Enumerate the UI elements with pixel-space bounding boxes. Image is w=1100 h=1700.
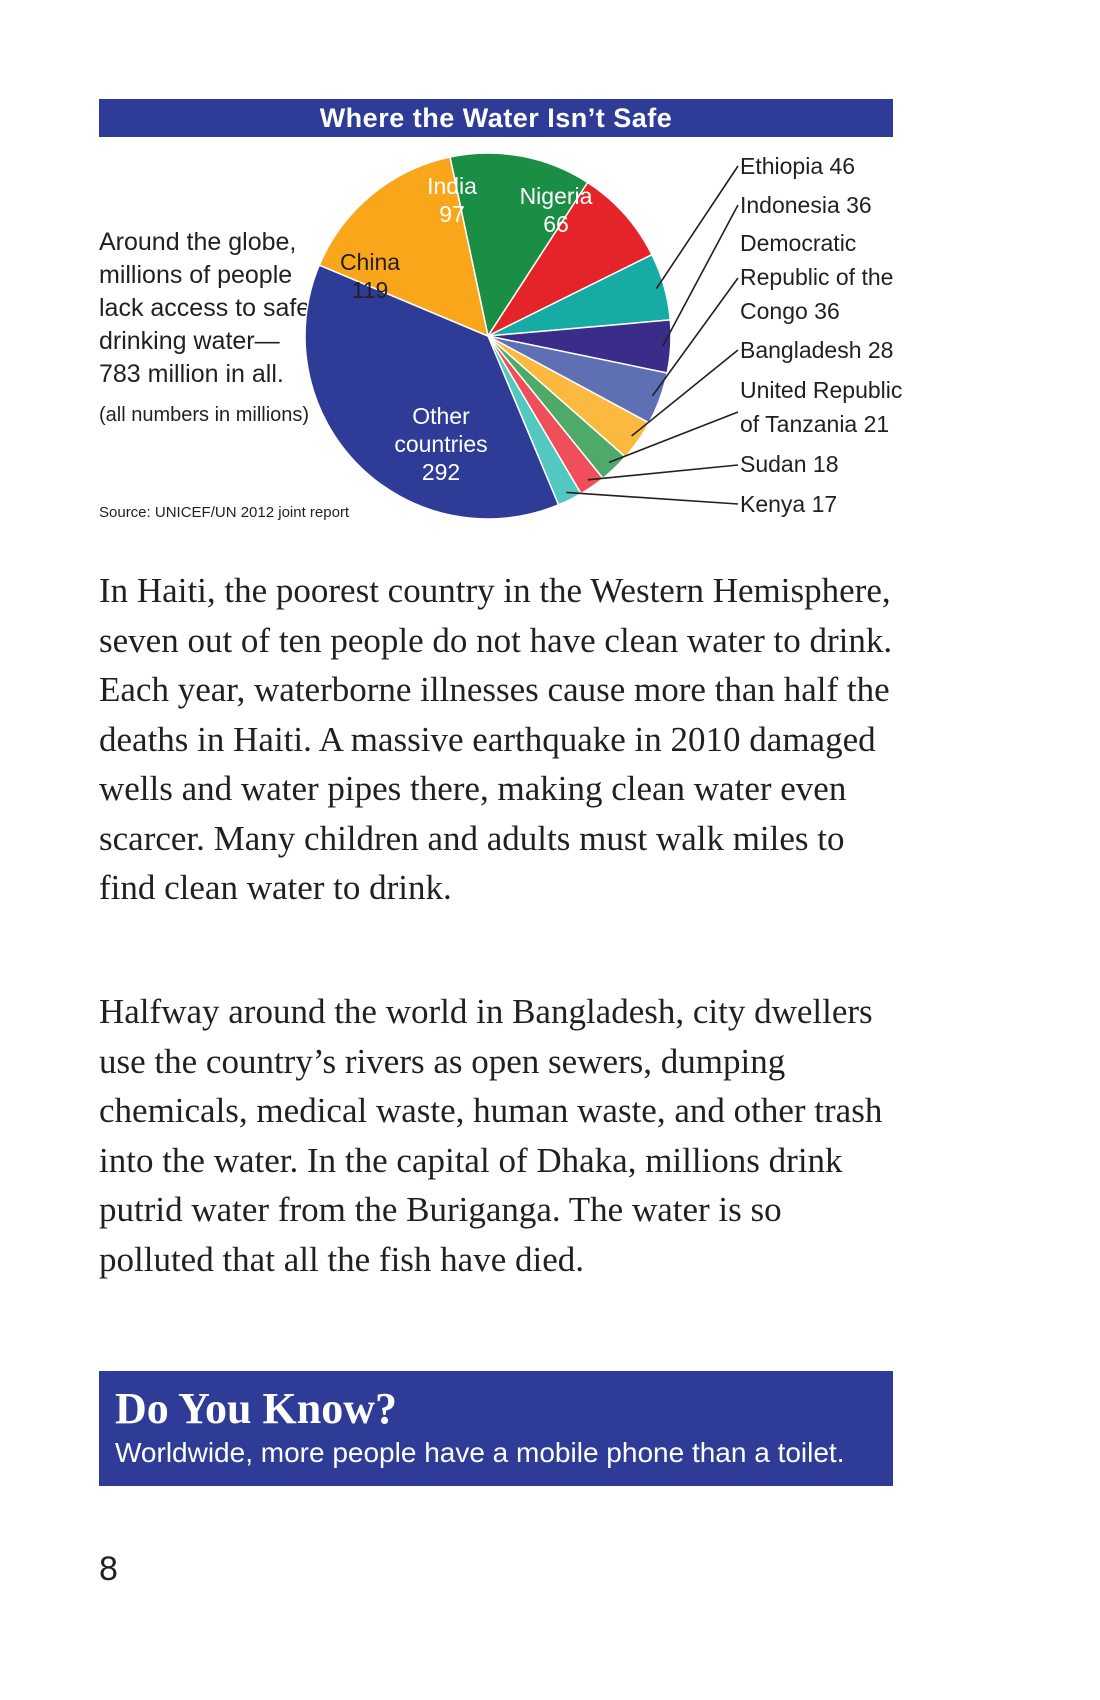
slice-label-inside: India 97 [427, 173, 477, 227]
pie-chart: India 97 Nigeria 66 Other countries 292 China 11… [304, 152, 902, 520]
pie-slice-other-countries [304, 264, 560, 520]
slice-label-outside: Sudan 18 [740, 451, 838, 477]
slice-label-outside: Democratic Republic of the Congo 36 [740, 230, 893, 324]
slice-label-outside: United Republic of Tanzania 21 [740, 377, 902, 437]
chart-intro-text: Around the globe, millions of people lac… [99, 228, 311, 388]
chart-units-note: (all numbers in millions) [99, 404, 310, 426]
slice-label-inside: China 119 [340, 249, 400, 303]
slice-label-inside: Nigeria 66 [520, 183, 593, 237]
body-paragraph-2: Halfway around the world in Bangladesh, … [99, 992, 883, 1279]
slice-label-inside: Other countries 292 [394, 403, 487, 485]
slice-label-outside: Bangladesh 28 [740, 337, 893, 363]
slice-label-outside: Ethiopia 46 [740, 153, 855, 179]
slice-label-outside: Indonesia 36 [740, 192, 872, 218]
leader-line [662, 204, 739, 347]
leader-line [631, 349, 739, 437]
page-number: 8 [99, 1550, 118, 1588]
chart-source: Source: UNICEF/UN 2012 joint report [99, 504, 350, 521]
leader-line [587, 464, 739, 481]
did-you-know-box: Do You Know? Worldwide, more people have… [99, 1371, 893, 1486]
leader-line [566, 491, 739, 505]
fact-box-title: Do You Know? [115, 1384, 397, 1433]
leader-line [608, 411, 739, 464]
leader-line [655, 165, 739, 290]
chart-title: Where the Water Isn’t Safe [99, 99, 893, 137]
pie-slice-china [318, 156, 490, 338]
leader-line [651, 277, 739, 397]
slice-label-outside: Kenya 17 [740, 491, 837, 517]
pie-slice-india [449, 152, 589, 338]
pie-slice-nigeria [485, 181, 653, 338]
body-paragraph-1: In Haiti, the poorest country in the Wes… [99, 571, 893, 907]
fact-box-text: Worldwide, more people have a mobile pho… [115, 1437, 845, 1468]
